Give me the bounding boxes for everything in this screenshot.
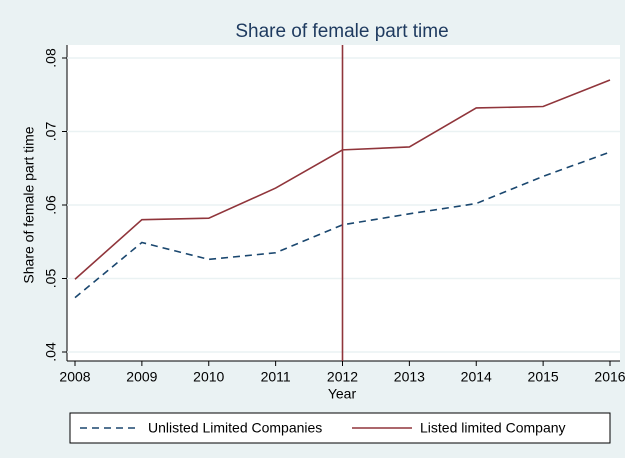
x-tick-label: 2008 bbox=[59, 369, 90, 385]
plot-area bbox=[67, 45, 620, 361]
legend bbox=[69, 412, 611, 444]
y-tick-label: .05 bbox=[43, 269, 59, 289]
x-tick-label: 2009 bbox=[126, 369, 157, 385]
y-tick-label: .08 bbox=[43, 48, 59, 68]
x-tick-label: 2013 bbox=[394, 369, 425, 385]
x-tick-label: 2016 bbox=[594, 369, 625, 385]
x-axis-label: Year bbox=[328, 386, 357, 402]
series-line bbox=[74, 151, 611, 299]
legend-label: Unlisted Limited Companies bbox=[148, 420, 322, 436]
y-tick-label: .06 bbox=[43, 195, 59, 215]
legend-label: Listed limited Company bbox=[420, 420, 566, 436]
x-tick-label: 2014 bbox=[461, 369, 492, 385]
y-tick-label: .04 bbox=[43, 342, 59, 362]
x-tick-label: 2011 bbox=[261, 369, 291, 385]
x-tick-label: 2012 bbox=[327, 369, 358, 385]
x-tick-label: 2010 bbox=[193, 369, 224, 385]
x-tick-label: 2015 bbox=[528, 369, 559, 385]
y-tick-label: .07 bbox=[43, 122, 59, 142]
y-axis-label: Share of female part time bbox=[21, 126, 37, 283]
chart-title: Share of female part time bbox=[235, 21, 448, 42]
